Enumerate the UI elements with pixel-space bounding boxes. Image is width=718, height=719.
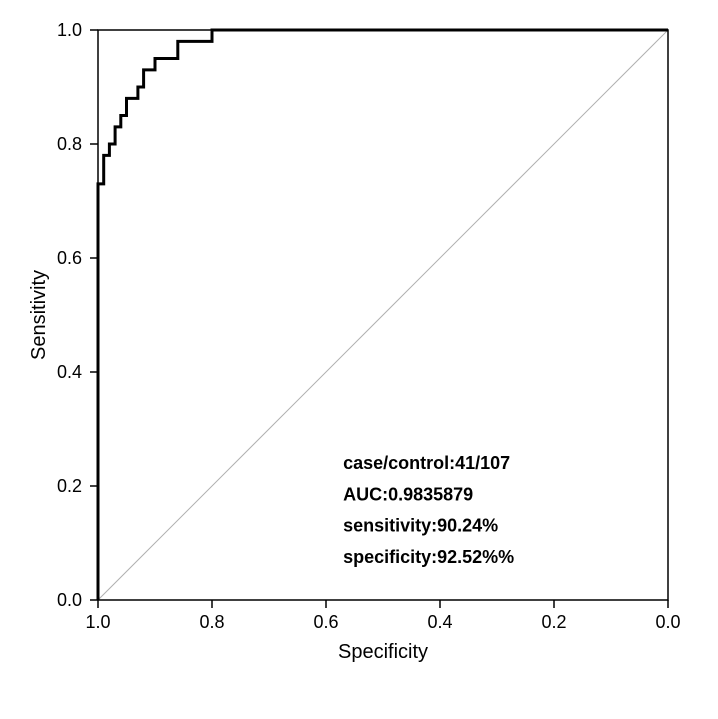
x-tick-label: 1.0	[85, 612, 110, 632]
x-tick-label: 0.8	[199, 612, 224, 632]
annotation-line: specificity:92.52%%	[343, 547, 514, 567]
y-tick-label: 0.8	[57, 134, 82, 154]
roc-chart: 1.0 0.8 0.6 0.4 0.2 0.0 Specificity 0.0 0.2 0.4 0.…	[0, 0, 718, 719]
y-tick-label: 0.2	[57, 476, 82, 496]
y-axis-label: Sensitivity	[28, 270, 50, 360]
annotation-line: AUC:0.9835879	[343, 484, 473, 504]
x-tick-label: 0.2	[541, 612, 566, 632]
y-tick-label: 0.6	[57, 248, 82, 268]
annotation-line: sensitivity:90.24%	[343, 516, 498, 536]
x-axis-label: Specificity	[338, 641, 428, 663]
y-tick-label: 0.0	[57, 590, 82, 610]
chart-svg: 1.0 0.8 0.6 0.4 0.2 0.0 Specificity 0.0 0.2 0.4 0.…	[0, 0, 718, 719]
x-tick-label: 0.0	[655, 612, 680, 632]
y-tick-label: 1.0	[57, 20, 82, 40]
annotation-line: case/control:41/107	[343, 453, 510, 473]
x-tick-label: 0.6	[313, 612, 338, 632]
x-tick-label: 0.4	[427, 612, 452, 632]
y-tick-label: 0.4	[57, 362, 82, 382]
